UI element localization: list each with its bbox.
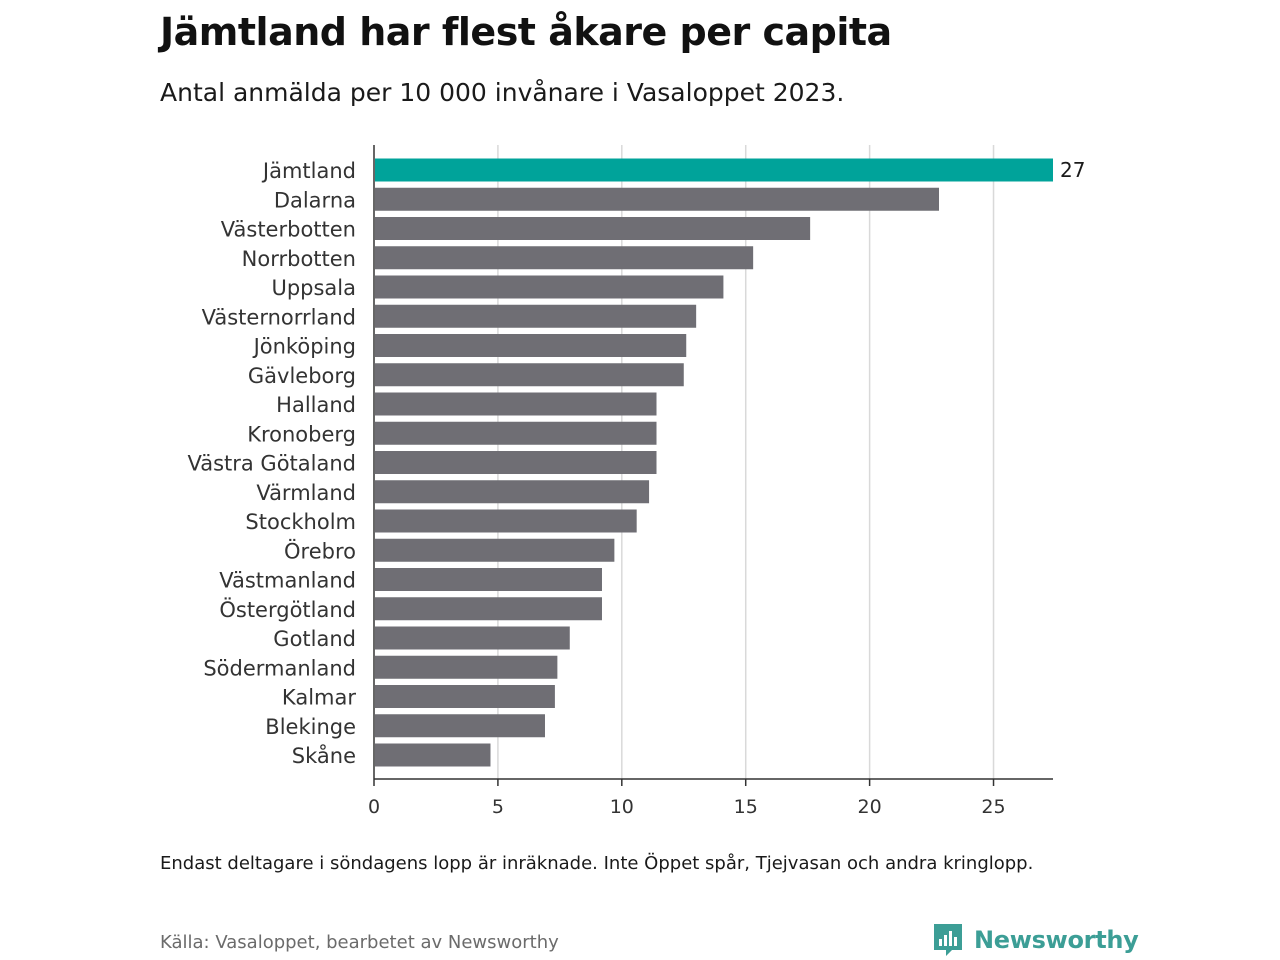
bar (375, 304, 697, 328)
bar (375, 655, 558, 679)
x-tick-label: 20 (858, 796, 882, 818)
bar (375, 714, 545, 738)
bar (375, 363, 684, 387)
category-label: Uppsala (271, 276, 356, 300)
bar (375, 743, 491, 767)
bar (375, 451, 657, 474)
x-tick-label: 10 (610, 796, 634, 818)
category-label: Halland (276, 393, 356, 417)
chart-subtitle: Antal anmälda per 10 000 invånare i Vasa… (160, 78, 845, 107)
bar (375, 685, 555, 708)
category-label: Västerbotten (221, 218, 356, 242)
category-label: Gotland (273, 627, 356, 651)
newsworthy-logo-icon (934, 924, 962, 956)
bar (375, 158, 1053, 182)
bar (375, 421, 657, 445)
footnote: Endast deltagare i söndagens lopp är inr… (160, 853, 1034, 874)
category-label: Västra Götaland (187, 452, 356, 476)
category-label: Östergötland (219, 597, 356, 622)
category-label: Södermanland (203, 656, 356, 680)
x-tick-label: 5 (492, 796, 504, 818)
category-label: Gävleborg (248, 364, 356, 388)
bar (375, 597, 602, 621)
category-label: Norrbotten (242, 247, 356, 271)
bar (375, 509, 637, 533)
category-label: Kronoberg (247, 422, 356, 446)
bar (375, 392, 657, 416)
x-tick-label: 0 (368, 796, 380, 818)
bar (375, 275, 724, 299)
bar (375, 334, 687, 357)
data-label: 27 (1060, 158, 1085, 182)
category-label: Jönköping (252, 335, 356, 359)
chart-title: Jämtland har flest åkare per capita (160, 10, 892, 54)
bar-chart: 0 5 10 15 20 25 Jämtland Dalarna Västerbotten Nor… (187, 145, 1085, 818)
category-label: Jämtland (261, 159, 356, 183)
category-label: Värmland (256, 481, 356, 505)
category-label: Västmanland (219, 569, 356, 593)
source-credit: Källa: Vasaloppet, bearbetet av Newswort… (160, 932, 559, 953)
x-tick-label: 15 (734, 796, 758, 818)
category-label: Kalmar (282, 686, 356, 710)
bar (375, 626, 570, 650)
bar (375, 217, 811, 240)
category-label: Blekinge (265, 715, 356, 739)
bar (375, 187, 940, 211)
brand: Newsworthy (932, 922, 1139, 958)
bar (375, 538, 615, 562)
category-label: Stockholm (245, 510, 356, 534)
category-label: Skåne (292, 743, 356, 768)
category-label: Örebro (284, 538, 356, 563)
category-label: Västernorrland (202, 305, 356, 329)
bar (375, 568, 602, 591)
bar (375, 246, 754, 270)
category-label: Dalarna (274, 188, 356, 212)
bar (375, 480, 650, 504)
x-tick-label: 25 (981, 796, 1005, 818)
brand-name: Newsworthy (974, 926, 1139, 954)
